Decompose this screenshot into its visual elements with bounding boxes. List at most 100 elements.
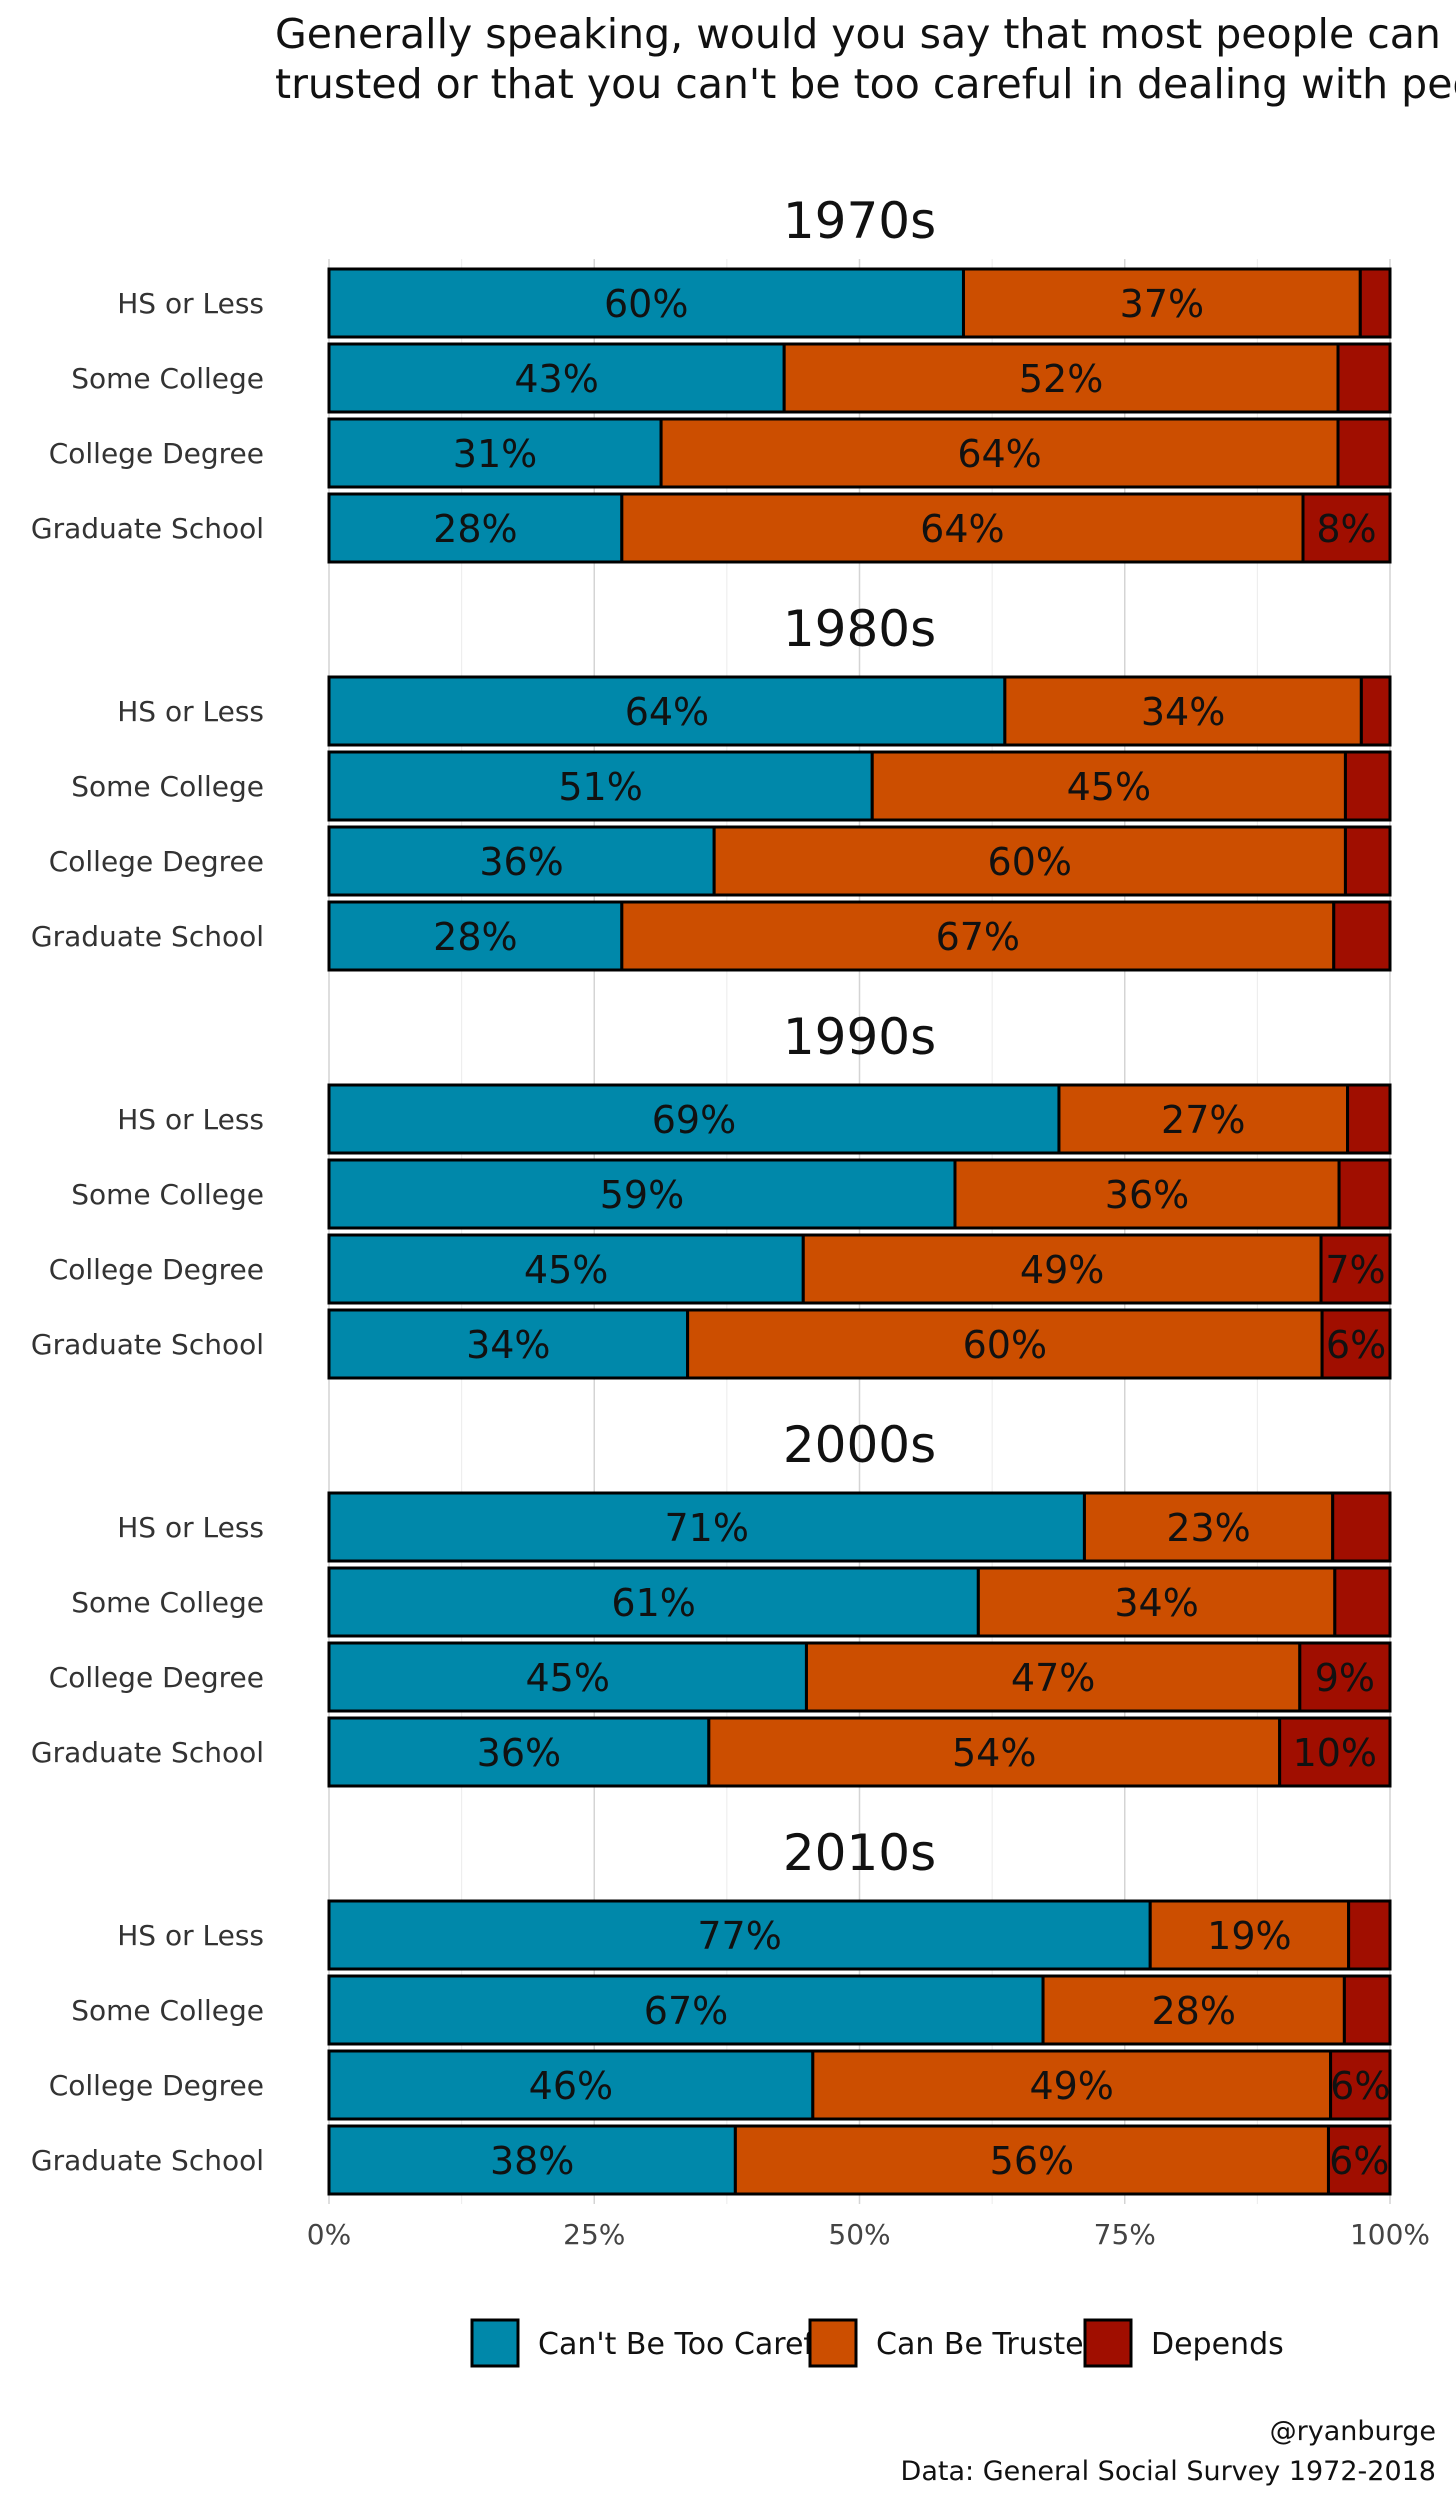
- bar-row-some-college: Some College 67% 28%: [71, 1974, 1392, 2046]
- bar-value-label: 45%: [525, 1656, 609, 1700]
- bar-value-label: 46%: [529, 2064, 613, 2108]
- facets-layer: 1970s HS or Less 60% 37% Some College 43% 52% C…: [31, 192, 1392, 2196]
- bar-value-label: 36%: [477, 1731, 561, 1775]
- category-label: College Degree: [49, 1661, 264, 1694]
- bar-value-label: 36%: [1105, 1173, 1189, 1217]
- bar-value-label: 59%: [600, 1173, 684, 1217]
- bar-value-label: 34%: [1114, 1581, 1198, 1625]
- bar-segment-depends: [1359, 675, 1392, 747]
- bar-segment-can-t-be-too-careful: [327, 2049, 815, 2121]
- bar-row-college-degree: College Degree 46% 49% 6%: [49, 2049, 1392, 2121]
- bar-segment-can-t-be-too-careful: [327, 417, 663, 489]
- category-label: College Degree: [49, 845, 264, 878]
- bar-value-label: 10%: [1293, 1731, 1377, 1775]
- bar-segment-can-t-be-too-careful: [327, 1566, 980, 1638]
- bar-row-graduate-school: Graduate School 28% 67%: [31, 900, 1392, 972]
- bar-value-label: 34%: [1141, 690, 1225, 734]
- category-label: Some College: [71, 1586, 264, 1619]
- bar-value-label: 60%: [604, 282, 688, 326]
- bar-value-label: 60%: [988, 840, 1072, 884]
- legend-swatch: [470, 2318, 520, 2368]
- bar-value-label: 34%: [466, 1323, 550, 1367]
- bar-segment-can-t-be-too-careful: [327, 1716, 711, 1788]
- bar-row-hs-or-less: HS or Less 69% 27%: [117, 1083, 1392, 1155]
- bar-row-hs-or-less: HS or Less 64% 34%: [117, 675, 1392, 747]
- facet-title: 1990s: [783, 1008, 936, 1066]
- bar-row-hs-or-less: HS or Less 77% 19%: [117, 1899, 1392, 1971]
- bar-segment-can-be-trusted: [620, 492, 1305, 564]
- facet-1990s: 1990s HS or Less 69% 27% Some College 59% 36% C…: [31, 1008, 1392, 1380]
- bar-value-label: 47%: [1011, 1656, 1095, 1700]
- category-label: Graduate School: [31, 512, 264, 545]
- bar-row-some-college: Some College 61% 34%: [71, 1566, 1392, 1638]
- bar-segment-can-be-trusted: [801, 1233, 1323, 1305]
- bar-row-graduate-school: Graduate School 36% 54% 10%: [31, 1716, 1392, 1788]
- bar-segment-depends: [1336, 342, 1392, 414]
- bar-segment-can-be-trusted: [1041, 1974, 1346, 2046]
- bar-row-graduate-school: Graduate School 28% 64% 8%: [31, 492, 1392, 564]
- bar-segment-depends: [1343, 750, 1392, 822]
- bar-row-some-college: Some College 43% 52%: [71, 342, 1392, 414]
- category-label: College Degree: [49, 437, 264, 470]
- x-axis: 0% 25% 50% 75% 100%: [307, 2218, 1430, 2251]
- bar-value-label: 19%: [1207, 1914, 1291, 1958]
- facet-title: 2010s: [783, 1824, 936, 1882]
- bar-segment-can-be-trusted: [1082, 1491, 1335, 1563]
- bar-segment-depends: [1301, 492, 1392, 564]
- bar-value-label: 71%: [664, 1506, 748, 1550]
- category-label: HS or Less: [117, 1511, 264, 1544]
- facet-2010s: 2010s HS or Less 77% 19% Some College 67% 28% C…: [31, 1824, 1392, 2196]
- category-label: HS or Less: [117, 287, 264, 320]
- legend-label: Depends: [1151, 2327, 1284, 2362]
- category-label: College Degree: [49, 2069, 264, 2102]
- bar-value-label: 56%: [990, 2139, 1074, 2183]
- bar-segment-can-be-trusted: [1057, 1083, 1350, 1155]
- bar-segment-can-be-trusted: [782, 342, 1340, 414]
- bar-value-label: 49%: [1020, 1248, 1104, 1292]
- bar-segment-depends: [1358, 267, 1392, 339]
- caption: @ryanburge Data: General Social Survey 1…: [901, 2416, 1436, 2487]
- legend-swatch: [1083, 2318, 1133, 2368]
- title-line-2: trusted or that you can't be too careful…: [275, 60, 1456, 108]
- x-tick-label: 50%: [828, 2218, 890, 2251]
- bar-value-label: 49%: [1029, 2064, 1113, 2108]
- bar-segment-can-be-trusted: [811, 2049, 1333, 2121]
- bar-segment-can-t-be-too-careful: [327, 1233, 805, 1305]
- bar-segment-can-t-be-too-careful: [327, 1899, 1152, 1971]
- bar-segment-can-be-trusted: [620, 900, 1336, 972]
- bar-value-label: 37%: [1120, 282, 1204, 326]
- category-label: Graduate School: [31, 1328, 264, 1361]
- category-label: HS or Less: [117, 695, 264, 728]
- bar-segment-can-t-be-too-careful: [327, 1974, 1045, 2046]
- legend-item-depends: Depends: [1083, 2318, 1284, 2368]
- category-label: Graduate School: [31, 920, 264, 953]
- bar-row-college-degree: College Degree 45% 49% 7%: [49, 1233, 1392, 1305]
- bar-segment-depends: [1332, 900, 1392, 972]
- legend-label: Can't Be Too Careful: [538, 2327, 841, 2362]
- bar-segment-depends: [1346, 1083, 1392, 1155]
- bar-segment-can-be-trusted: [804, 1641, 1302, 1713]
- bar-segment-can-be-trusted: [659, 417, 1340, 489]
- caption-source: Data: General Social Survey 1972-2018: [901, 2456, 1436, 2487]
- facet-2000s: 2000s HS or Less 71% 23% Some College 61% 34% C…: [31, 1416, 1392, 1788]
- bar-segment-can-be-trusted: [870, 750, 1347, 822]
- legend-item-can-t-be-too-careful: Can't Be Too Careful: [470, 2318, 841, 2368]
- bar-segment-can-t-be-too-careful: [327, 825, 716, 897]
- x-tick-label: 25%: [563, 2218, 625, 2251]
- bar-value-label: 8%: [1316, 507, 1376, 551]
- bar-value-label: 64%: [957, 432, 1041, 476]
- bar-row-some-college: Some College 51% 45%: [71, 750, 1392, 822]
- chart-title: Generally speaking, would you say that m…: [275, 10, 1456, 108]
- category-label: Graduate School: [31, 2144, 264, 2177]
- grid-layer: [328, 259, 1391, 2204]
- legend-item-can-be-trusted: Can Be Trusted: [808, 2318, 1103, 2368]
- bar-value-label: 28%: [433, 915, 517, 959]
- bar-segment-can-t-be-too-careful: [327, 267, 965, 339]
- bar-segment-depends: [1329, 2049, 1392, 2121]
- bar-value-label: 36%: [479, 840, 563, 884]
- category-label: Some College: [71, 1178, 264, 1211]
- bar-value-label: 51%: [558, 765, 642, 809]
- bar-segment-depends: [1336, 417, 1392, 489]
- facet-title: 1980s: [783, 600, 936, 658]
- bar-value-label: 31%: [453, 432, 537, 476]
